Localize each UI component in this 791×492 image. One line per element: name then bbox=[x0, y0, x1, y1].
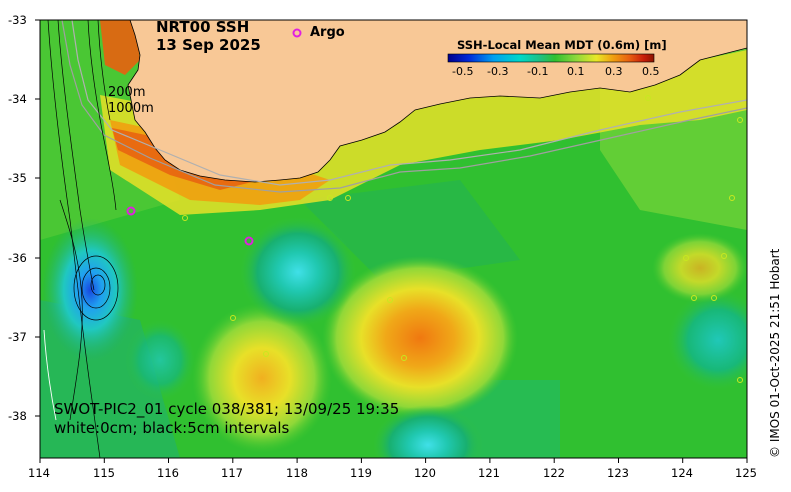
argo-legend-marker bbox=[292, 28, 302, 38]
x-tick: 118 bbox=[286, 466, 308, 480]
x-tick: 120 bbox=[414, 466, 436, 480]
x-tick: 124 bbox=[671, 466, 693, 480]
y-tick: -34 bbox=[8, 92, 27, 106]
y-tick: -33 bbox=[8, 13, 27, 27]
y-tick: -37 bbox=[8, 330, 27, 344]
cold-eddy-south bbox=[373, 405, 483, 458]
cold-eddy-west bbox=[240, 217, 356, 327]
argo-float bbox=[244, 236, 254, 246]
teal-patch-sw bbox=[125, 320, 195, 400]
x-tick: 123 bbox=[607, 466, 629, 480]
swot-info-line2: white:0cm; black:5cm intervals bbox=[54, 419, 290, 437]
colorbar bbox=[447, 53, 655, 63]
x-tick: 116 bbox=[157, 466, 179, 480]
swot-info-line1: SWOT-PIC2_01 cycle 038/381; 13/09/25 19:… bbox=[54, 400, 400, 418]
warm-eddy-central bbox=[322, 256, 518, 420]
colorbar-tick: -0.1 bbox=[527, 65, 549, 78]
x-tick: 121 bbox=[478, 466, 500, 480]
central-teal bbox=[300, 180, 520, 280]
colorbar-tick: -0.5 bbox=[452, 65, 474, 78]
warm-eddy-southwest bbox=[192, 303, 332, 453]
x-tick: 122 bbox=[543, 466, 565, 480]
colorbar-title: SSH-Local Mean MDT (0.6m) [m] bbox=[457, 38, 667, 52]
tick-marks bbox=[35, 19, 748, 463]
bathymetry-1000m bbox=[61, 20, 747, 193]
observation-markers bbox=[182, 95, 743, 383]
colorbar-tick: 0.1 bbox=[567, 65, 585, 78]
product-name: NRT00 SSH bbox=[156, 18, 250, 36]
x-tick: 125 bbox=[735, 466, 757, 480]
argo-legend-label: Argo bbox=[310, 25, 345, 40]
cold-eddy-leeuwin bbox=[42, 218, 138, 362]
cold-eddy-east bbox=[668, 290, 747, 390]
x-tick: 115 bbox=[93, 466, 115, 480]
plot-frame bbox=[39, 19, 748, 459]
swot-zero-contour bbox=[43, 329, 57, 421]
copyright-notice: © IMOS 01-Oct-2025 21:51 Hobart bbox=[768, 248, 782, 458]
colorbar-tick: -0.3 bbox=[487, 65, 509, 78]
y-tick: -35 bbox=[8, 171, 27, 185]
y-tick: -36 bbox=[8, 251, 27, 265]
swot-contours bbox=[47, 20, 119, 458]
bathymetry-200m bbox=[71, 20, 747, 186]
y-tick: -38 bbox=[8, 409, 27, 423]
warm-eddy-east bbox=[652, 233, 747, 303]
colorbar-tick: 0.3 bbox=[605, 65, 623, 78]
product-date: 13 Sep 2025 bbox=[156, 36, 261, 54]
x-tick: 117 bbox=[221, 466, 243, 480]
colorbar-tick: 0.5 bbox=[642, 65, 660, 78]
x-tick: 114 bbox=[28, 466, 50, 480]
argo-float bbox=[126, 206, 136, 216]
x-tick: 119 bbox=[350, 466, 372, 480]
contour-label-200m: 200m bbox=[108, 85, 146, 100]
west-coast-warm bbox=[100, 20, 140, 75]
map-title: NRT00 SSH 13 Sep 2025 bbox=[156, 18, 261, 54]
contour-label-1000m: 1000m bbox=[108, 101, 154, 116]
